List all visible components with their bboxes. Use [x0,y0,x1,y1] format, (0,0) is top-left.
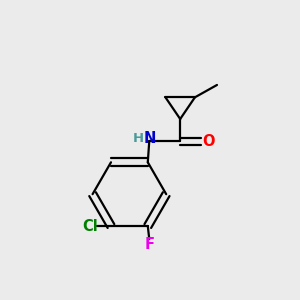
Text: O: O [202,134,214,148]
Text: H: H [133,132,144,145]
Text: F: F [144,237,154,252]
Text: Cl: Cl [82,218,98,233]
Text: N: N [144,130,156,146]
